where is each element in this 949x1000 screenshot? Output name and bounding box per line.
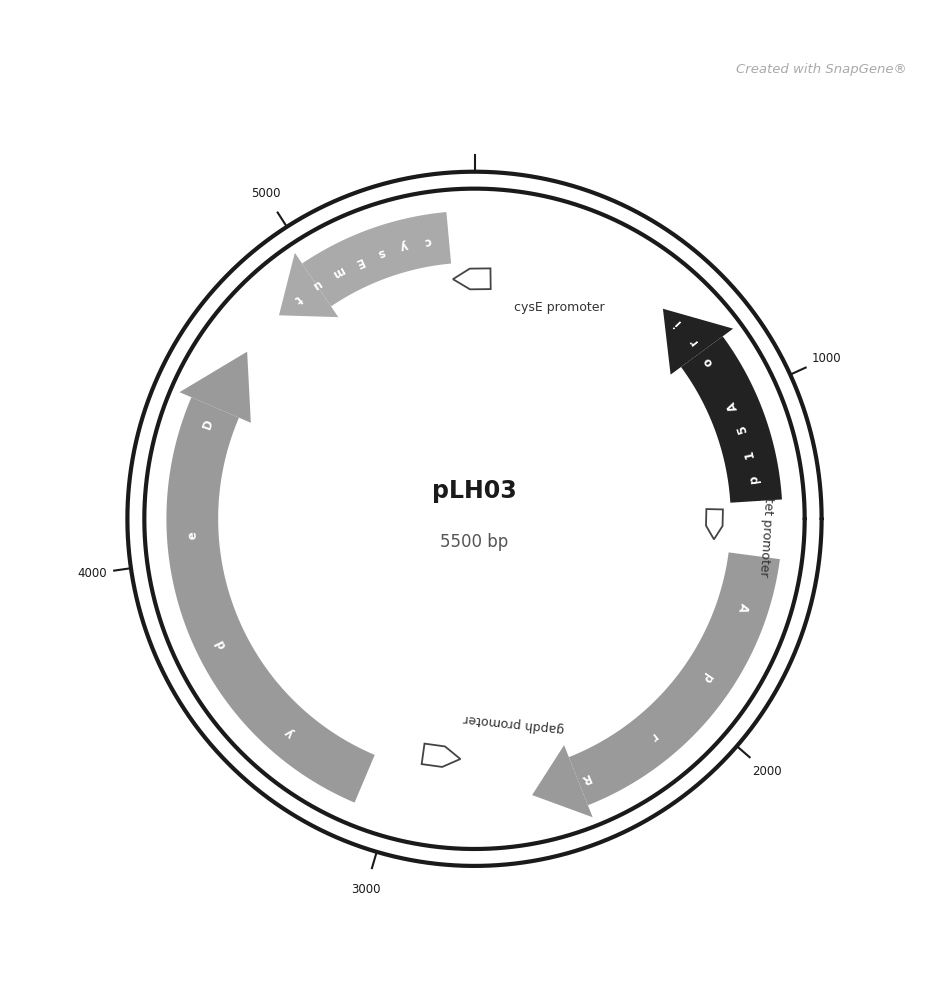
Text: c: c [422, 234, 432, 248]
Text: tet promoter: tet promoter [756, 497, 774, 577]
Polygon shape [453, 268, 491, 289]
Polygon shape [663, 309, 734, 375]
Text: cysE promoter: cysE promoter [514, 301, 605, 314]
Text: 5000: 5000 [251, 187, 280, 200]
Polygon shape [302, 212, 451, 306]
Polygon shape [532, 745, 593, 817]
Text: R: R [579, 771, 592, 786]
Text: 2000: 2000 [752, 765, 781, 778]
Text: d: d [214, 637, 229, 650]
Text: y: y [399, 238, 409, 253]
Text: 5500 bp: 5500 bp [440, 533, 509, 551]
Text: o: o [701, 354, 716, 368]
Text: A: A [735, 601, 750, 614]
Polygon shape [421, 744, 460, 767]
Text: Created with SnapGene®: Created with SnapGene® [736, 63, 907, 76]
Text: y: y [283, 725, 297, 739]
Text: u: u [310, 277, 324, 292]
Text: p: p [747, 474, 761, 484]
Text: i: i [671, 316, 682, 328]
Text: e: e [186, 531, 199, 539]
Text: gapdh promoter: gapdh promoter [463, 711, 565, 734]
Text: 1: 1 [742, 448, 756, 459]
Text: t: t [291, 292, 304, 306]
Polygon shape [706, 509, 723, 539]
Text: r: r [687, 335, 700, 347]
Polygon shape [568, 552, 780, 805]
Text: 1000: 1000 [811, 352, 841, 365]
Text: pLH03: pLH03 [432, 479, 517, 503]
Text: r: r [647, 730, 660, 744]
Polygon shape [166, 397, 375, 803]
Polygon shape [279, 253, 338, 317]
Polygon shape [179, 352, 251, 423]
Text: A: A [725, 399, 741, 413]
Text: s: s [376, 245, 386, 260]
Text: 5: 5 [735, 424, 750, 435]
Text: p: p [699, 671, 715, 686]
Text: E: E [352, 254, 365, 269]
Text: D: D [201, 417, 216, 431]
Text: m: m [329, 264, 345, 281]
Polygon shape [681, 336, 782, 503]
Text: 3000: 3000 [351, 883, 381, 896]
Text: 4000: 4000 [77, 567, 106, 580]
